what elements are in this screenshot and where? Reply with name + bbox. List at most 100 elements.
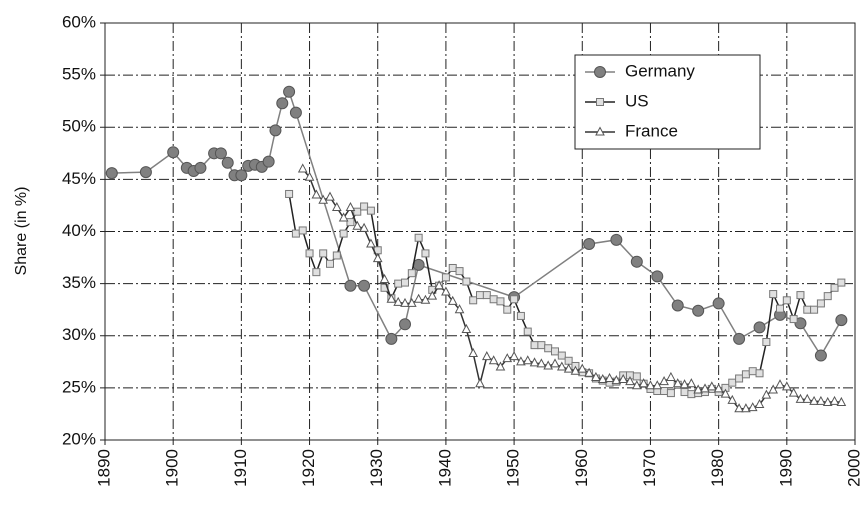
data-point — [747, 402, 758, 412]
data-point — [687, 390, 696, 399]
data-point — [632, 372, 641, 381]
data-point — [611, 375, 622, 385]
data-point — [276, 97, 289, 110]
data-point — [761, 389, 772, 399]
data-point — [741, 403, 751, 413]
data-point — [618, 373, 629, 384]
data-point — [269, 124, 282, 137]
data-point — [194, 161, 207, 174]
y-axis-label: Share (in %) — [13, 187, 30, 276]
data-point — [358, 279, 371, 292]
x-tick-label: 1910 — [231, 449, 250, 487]
data-point — [666, 389, 675, 398]
data-point — [523, 327, 532, 336]
data-point — [386, 293, 397, 303]
data-point — [379, 273, 390, 283]
data-point — [802, 393, 813, 403]
y-tick-label: 60% — [62, 12, 96, 31]
data-point — [748, 367, 757, 376]
data-point — [297, 163, 308, 173]
data-point — [755, 369, 764, 378]
data-point — [537, 341, 546, 350]
plot-frame — [104, 22, 856, 441]
y-tick-label: 35% — [62, 273, 96, 292]
data-point — [837, 278, 846, 287]
data-point — [339, 229, 348, 238]
data-point — [768, 384, 779, 394]
data-point — [105, 167, 118, 180]
data-point — [475, 378, 485, 388]
data-point — [414, 233, 423, 242]
data-point — [285, 189, 294, 198]
data-point — [529, 357, 540, 367]
y-tick-label: 50% — [62, 117, 96, 136]
legend-label: US — [625, 91, 649, 110]
data-point — [325, 191, 335, 201]
data-point — [298, 226, 307, 235]
data-point — [413, 293, 424, 303]
data-point — [481, 351, 492, 361]
data-point — [733, 332, 746, 345]
data-point — [441, 286, 451, 296]
data-point — [447, 295, 458, 305]
data-point — [488, 355, 499, 365]
legend-label: France — [625, 121, 678, 140]
data-point — [476, 291, 484, 300]
data-point — [809, 395, 819, 405]
data-point — [652, 380, 663, 390]
data-point — [835, 314, 848, 327]
data-point — [550, 358, 560, 368]
data-point — [597, 373, 608, 384]
legend-label: Germany — [625, 61, 695, 80]
data-point — [522, 355, 533, 365]
data-point — [823, 292, 832, 301]
data-point — [318, 194, 329, 204]
data-point — [583, 238, 596, 251]
data-point — [221, 156, 234, 169]
data-point — [700, 383, 710, 393]
data-point — [516, 311, 525, 320]
data-point — [556, 361, 567, 371]
y-tick-label: 20% — [62, 429, 96, 448]
data-point — [359, 222, 369, 232]
data-point — [659, 376, 669, 386]
data-point — [630, 255, 643, 268]
data-point — [830, 283, 839, 292]
data-point — [311, 189, 322, 199]
data-point — [781, 381, 792, 391]
data-point — [631, 380, 642, 390]
data-point — [712, 297, 725, 310]
data-point — [795, 393, 806, 403]
data-point — [331, 201, 342, 212]
data-point — [782, 296, 791, 305]
data-point — [469, 296, 478, 305]
data-point — [400, 297, 410, 307]
data-point — [304, 171, 315, 181]
x-tick-label: 1970 — [640, 449, 659, 487]
y-tick-label: 55% — [62, 65, 96, 84]
data-point — [516, 356, 526, 366]
x-tick-label: 1920 — [299, 449, 318, 487]
data-point — [353, 207, 362, 216]
data-point — [496, 297, 505, 306]
data-point — [468, 347, 479, 357]
data-point — [645, 380, 656, 390]
legend-marker — [596, 98, 604, 106]
data-point — [638, 378, 649, 388]
data-point — [651, 270, 664, 283]
data-point — [796, 291, 805, 300]
x-tick-label: 1940 — [435, 449, 454, 487]
data-point — [372, 253, 383, 263]
data-point — [489, 295, 498, 304]
data-point — [352, 220, 363, 230]
data-point — [326, 259, 334, 268]
data-point — [727, 394, 738, 404]
data-point — [816, 395, 826, 405]
data-point — [510, 295, 519, 304]
data-point — [461, 323, 472, 333]
data-point — [551, 347, 559, 356]
data-point — [139, 166, 152, 179]
data-point — [822, 396, 833, 406]
legend-marker — [595, 126, 605, 136]
